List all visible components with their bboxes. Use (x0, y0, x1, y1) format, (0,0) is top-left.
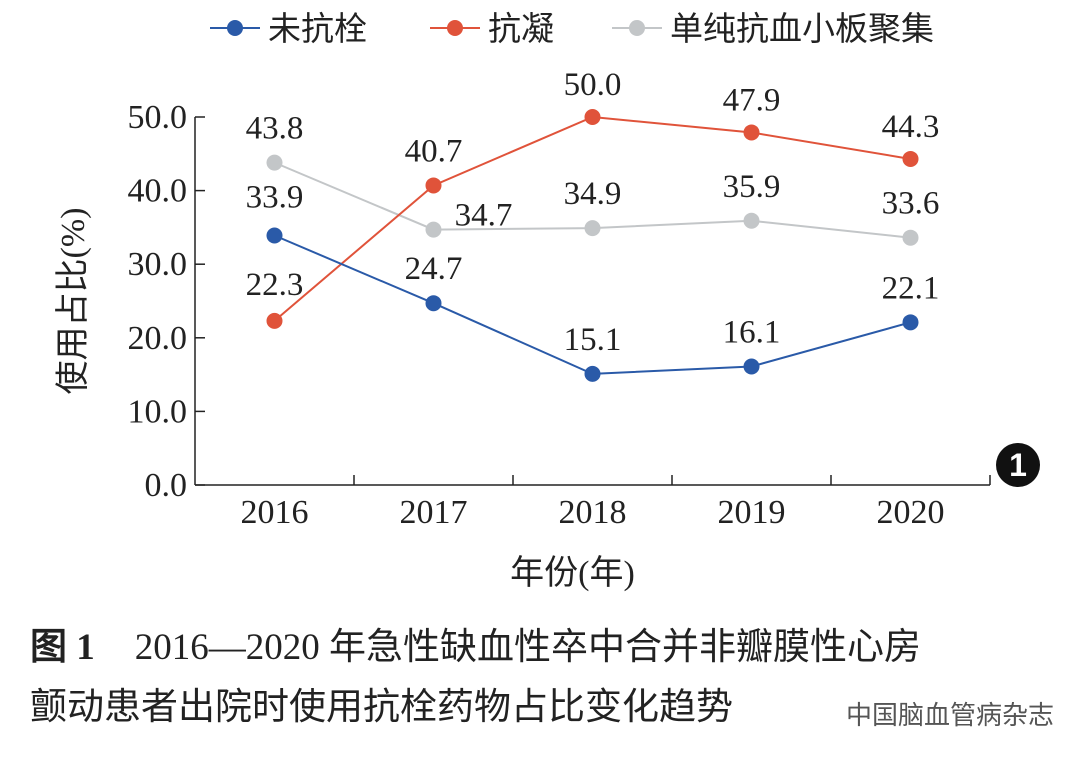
legend-marker (629, 20, 645, 36)
figure-tag: 图 1 (30, 627, 95, 668)
data-label: 33.9 (246, 179, 304, 215)
data-point (902, 229, 919, 246)
data-point (584, 365, 601, 382)
figure-caption-line2: 颤动患者出院时使用抗栓药物占比变化趋势 (30, 687, 733, 728)
data-point (266, 227, 283, 244)
figure-panel-badge: 1 (996, 443, 1040, 487)
x-axis-title: 年份(年) (510, 554, 635, 592)
data-point (743, 358, 760, 375)
data-point (902, 150, 919, 167)
data-label: 34.7 (455, 198, 513, 234)
data-point (902, 314, 919, 331)
data-point (584, 109, 601, 125)
data-label: 15.1 (564, 322, 622, 358)
data-label: 40.7 (405, 133, 463, 169)
data-label: 33.6 (882, 186, 940, 222)
y-tick-label: 50.0 (128, 99, 188, 136)
data-label: 34.9 (564, 176, 622, 212)
figure-caption-line1: 图 1 2016—2020 年急性缺血性卒中合并非瓣膜性心房 (30, 620, 1070, 676)
data-label: 47.9 (723, 82, 781, 118)
data-label: 50.0 (564, 67, 622, 103)
watermark: 中国脑血管病杂志 (841, 695, 1058, 732)
data-label: 35.9 (723, 169, 781, 205)
data-point (425, 295, 442, 312)
legend-label: 未抗栓 (268, 11, 367, 48)
data-point (584, 220, 601, 237)
data-label: 24.7 (405, 251, 463, 287)
caption-text-1: 2016—2020 年急性缺血性卒中合并非瓣膜性心房 (134, 627, 921, 668)
data-label: 22.1 (882, 270, 940, 306)
data-point (425, 221, 442, 238)
data-label: 16.1 (723, 315, 781, 351)
data-labels: 33.9 24.7 15.1 16.1 22.1 22.3 40.7 50.0 47.9 44.3… (246, 67, 940, 358)
data-point (743, 212, 760, 229)
x-tick-label: 2019 (718, 494, 786, 531)
y-tick-label: 0.0 (145, 467, 188, 504)
data-label: 44.3 (882, 109, 940, 145)
line-chart: 未抗栓 抗凝 单纯抗血小板聚集 0.0 10.0 20.0 30.0 40.0 50.0 201… (54, 11, 991, 592)
y-tick-label: 20.0 (128, 320, 188, 357)
data-point (266, 312, 283, 329)
legend-marker (227, 20, 243, 36)
y-axis-title: 使用占比(%) (54, 208, 92, 395)
legend-label: 单纯抗血小板聚集 (670, 11, 934, 48)
data-point (266, 154, 283, 171)
legend-marker (447, 20, 463, 36)
legend-label: 抗凝 (488, 11, 554, 48)
x-tick-label: 2016 (241, 494, 309, 531)
axes: 0.0 10.0 20.0 30.0 40.0 50.0 2016 2017 2018 2019 2… (54, 99, 991, 592)
x-tick-label: 2020 (877, 494, 945, 531)
data-label: 43.8 (246, 111, 304, 147)
legend: 未抗栓 抗凝 单纯抗血小板聚集 (210, 11, 934, 48)
y-tick-label: 10.0 (128, 393, 188, 430)
series-layer (266, 109, 919, 382)
y-tick-label: 40.0 (128, 173, 188, 210)
x-tick-label: 2017 (400, 494, 468, 531)
y-tick-label: 30.0 (128, 246, 188, 283)
data-label: 22.3 (246, 267, 304, 303)
data-point (743, 124, 760, 141)
data-point (425, 177, 442, 194)
series-line (273, 115, 911, 322)
x-tick-label: 2018 (559, 494, 627, 531)
